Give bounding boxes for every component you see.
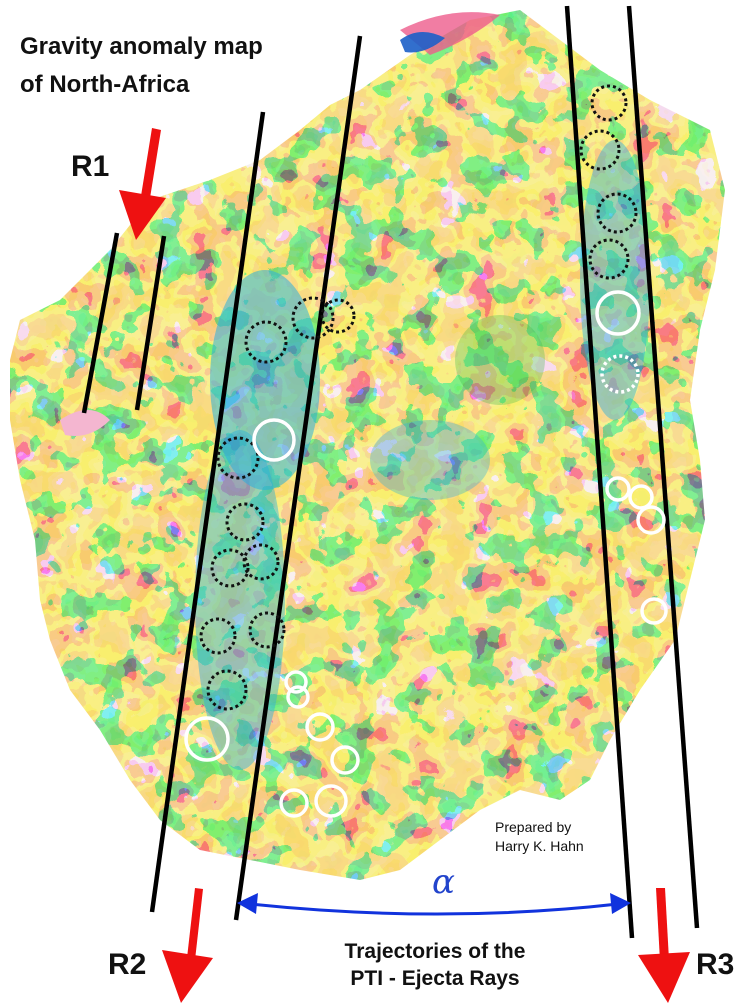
credit: Prepared by Harry K. Hahn: [495, 818, 584, 856]
coast-fragments: [60, 12, 500, 436]
marker-white: [305, 712, 335, 742]
title-line-2: of North-Africa: [20, 71, 190, 98]
marker-white: [330, 745, 360, 775]
marker-white: [605, 476, 631, 502]
dark-markers: [199, 84, 638, 711]
marker-dark: [242, 543, 280, 581]
angle-arrow-right-head-icon: [610, 893, 631, 914]
credit-line-1: Prepared by: [495, 819, 572, 835]
arrow-r1-icon: [119, 128, 166, 240]
marker-white: [628, 484, 654, 510]
marker-dark: [320, 298, 356, 334]
ray-r2-line-b: [233, 35, 363, 921]
credit-line-2: Harry K. Hahn: [495, 838, 584, 854]
ray-lines: [81, 5, 700, 939]
marker-white: [595, 290, 641, 336]
marker-dark: [210, 548, 250, 588]
marker-white: [279, 788, 309, 818]
ray-r3-line-b: [626, 5, 700, 929]
arrow-r3-icon: [638, 888, 690, 1003]
marker-white: [640, 597, 668, 625]
angle-arrow-left-head-icon: [237, 893, 258, 914]
caption-line-1: Trajectories of the: [344, 940, 526, 963]
caption-line-2: PTI - Ejecta Rays: [350, 967, 520, 990]
marker-dark: [579, 129, 621, 171]
marker-dark: [199, 617, 237, 655]
marker-white: [184, 716, 230, 762]
marker-white: [286, 685, 310, 709]
marker-dark: [590, 84, 628, 122]
ray-r2-line-a: [149, 111, 266, 913]
arrow-r2-icon: [162, 888, 213, 1003]
white-markers: [184, 290, 668, 818]
title-line-1: Gravity anomaly map: [20, 33, 263, 60]
map-title: Gravity anomaly map of North-Africa: [20, 28, 271, 108]
marker-dark: [291, 296, 335, 340]
marker-white: [252, 418, 296, 462]
marker-dark: [244, 320, 288, 364]
marker-dark: [248, 611, 286, 649]
ray-r3-line-a: [564, 5, 635, 939]
angle-symbol: α: [432, 862, 455, 902]
ray-label-r2: R2: [108, 948, 147, 981]
marker-white: [600, 354, 640, 394]
angle-arrow: [237, 893, 631, 916]
caption: Trajectories of the PTI - Ejecta Rays: [300, 938, 570, 992]
marker-dark: [206, 669, 248, 711]
ray-label-r1: R1: [71, 150, 110, 183]
ray-label-r3: R3: [696, 948, 735, 981]
marker-dark: [225, 502, 265, 542]
marker-white: [636, 505, 666, 535]
ray-r1-line-b: [134, 235, 167, 411]
marker-dark: [596, 192, 638, 234]
direction-arrows: [119, 128, 690, 1003]
marker-dark: [216, 436, 260, 480]
marker-dark: [588, 238, 630, 280]
marker-white: [284, 670, 308, 694]
marker-white: [314, 784, 348, 818]
ray-r1-line-a: [81, 232, 120, 414]
